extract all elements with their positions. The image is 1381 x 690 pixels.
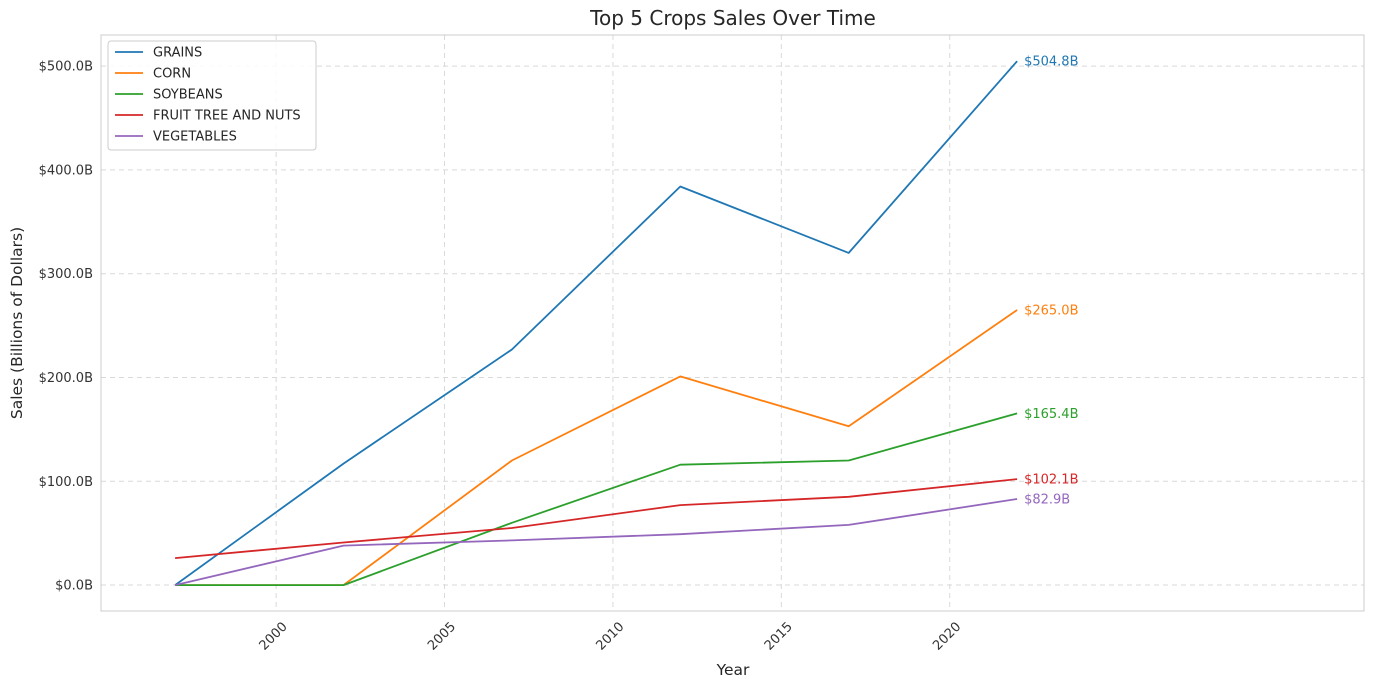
plot-area [100,34,1365,612]
legend-label: CORN [153,67,191,82]
y-tick-label: $0.0B [55,579,93,594]
series-line-vegetables [174,498,1018,586]
legend-label: VEGETABLES [153,130,237,145]
x-axis-title: Year [716,661,750,679]
series-lines [174,60,1018,586]
chart-title: Top 5 Crops Sales Over Time [589,6,876,30]
legend-box [107,40,317,151]
x-tick-label: 2000 [257,620,291,654]
y-tick-label: $100.0B [39,475,93,490]
y-tick-label: $500.0B [39,60,93,75]
end-value-label: $102.1B [1024,473,1078,488]
x-tick-label: 2015 [762,620,796,654]
x-tick-label: 2010 [593,620,627,654]
series-line-corn [175,309,1018,586]
legend-label: GRAINS [153,46,202,61]
y-tick-label: $400.0B [39,163,93,178]
x-tick-label: 2020 [930,620,964,654]
y-axis-title: Sales (Billions of Dollars) [8,227,26,419]
end-labels: $504.8B $265.0B $165.4B $102.1B $82.9B [1024,55,1078,508]
end-value-label: $504.8B [1024,55,1078,70]
end-value-label: $82.9B [1024,493,1070,508]
y-tick-label: $200.0B [39,371,93,386]
grid [101,35,1364,611]
legend-label: SOYBEANS [153,88,223,103]
series-line-grains [174,60,1018,586]
legend-label: FRUIT TREE AND NUTS [153,109,301,124]
x-tick-label: 2005 [425,620,459,654]
series-line-fruit-tree-and-nuts [175,478,1018,559]
end-value-label: $165.4B [1024,407,1078,422]
series-line-soybeans [175,412,1018,586]
end-value-label: $265.0B [1024,304,1078,319]
legend: GRAINS CORN SOYBEANS FRUIT TREE AND NUTS VEG… [107,40,317,151]
y-tick-label: $300.0B [39,267,93,282]
